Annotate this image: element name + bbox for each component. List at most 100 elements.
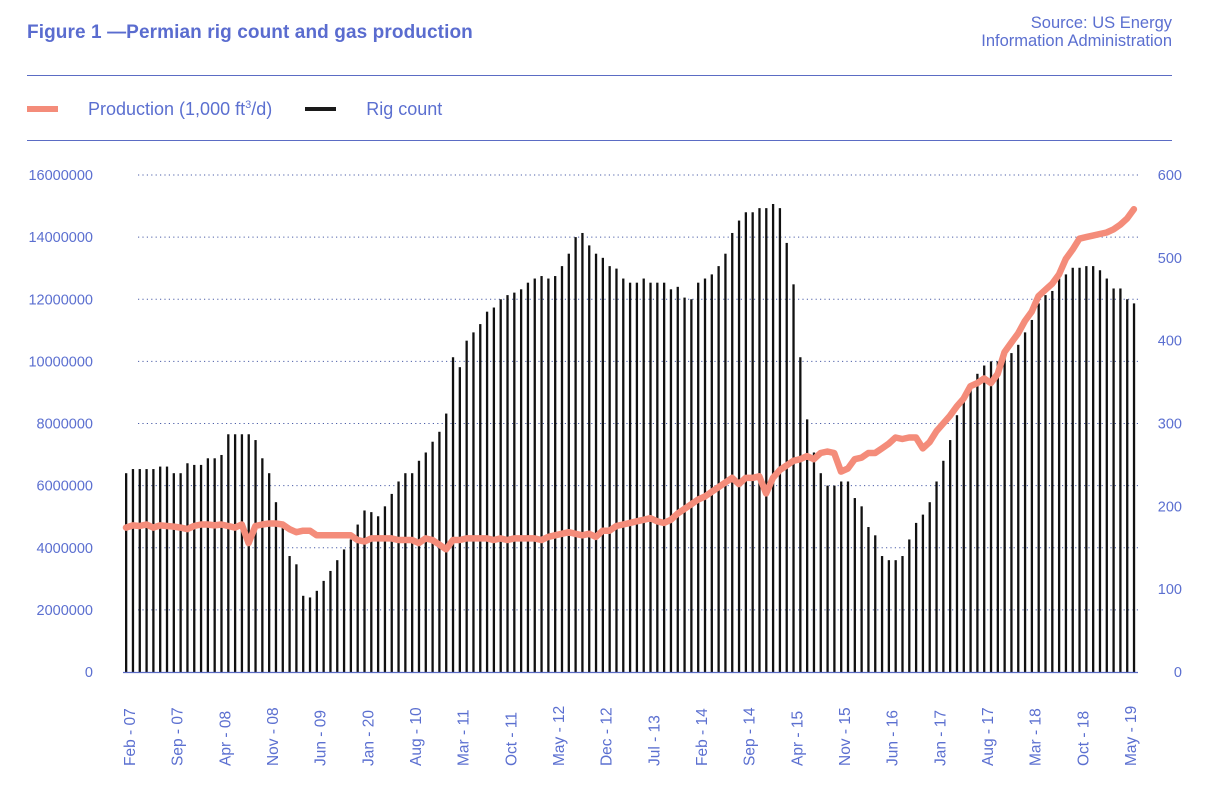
rig-count-bar xyxy=(683,297,686,672)
rig-count-bar xyxy=(315,590,318,672)
rig-count-bar xyxy=(1071,267,1074,672)
x-axis-tick-label: Nov - 15 xyxy=(837,707,854,766)
right-axis-tick-label: 500 xyxy=(1158,251,1182,267)
rig-count-bar xyxy=(1119,288,1122,672)
left-axis-tick-label: 0 xyxy=(85,665,93,681)
x-axis-tick-label: Mar - 11 xyxy=(456,709,473,766)
rig-count-bar xyxy=(771,203,775,672)
rig-count-bar xyxy=(840,481,843,672)
rig-count-bar xyxy=(131,469,135,672)
rig-count-bar xyxy=(1023,332,1027,672)
rig-count-bar xyxy=(908,539,911,672)
rig-count-bar xyxy=(635,282,639,672)
x-axis-tick-label: Jan - 20 xyxy=(360,710,377,766)
rig-count-bar xyxy=(758,208,761,672)
rig-count-bar xyxy=(690,299,693,672)
rig-count-bar xyxy=(1044,295,1047,672)
chart-legend: Production (1,000 ft3/d) Rig count xyxy=(27,97,475,121)
rig-count-bar xyxy=(833,485,836,672)
rig-count-bar xyxy=(233,434,237,672)
rig-count-bar xyxy=(983,365,986,672)
rig-count-bar xyxy=(451,357,455,672)
rig-count-bar xyxy=(996,361,999,672)
rig-count-bar xyxy=(172,473,175,672)
rig-count-bar xyxy=(1126,299,1129,672)
rig-count-bar xyxy=(656,282,659,672)
rig-count-bar xyxy=(445,413,448,672)
right-axis-tick-label: 200 xyxy=(1158,499,1182,515)
rig-count-bar xyxy=(213,458,216,672)
x-axis-tick-label: Jun - 16 xyxy=(885,710,902,766)
left-axis-tick-label: 2000000 xyxy=(37,603,93,619)
rig-count-bar xyxy=(458,367,461,672)
rig-count-bar xyxy=(1017,344,1020,672)
rig-count-bar xyxy=(914,522,918,672)
rig-count-bar xyxy=(969,386,972,672)
rig-count-bar xyxy=(404,473,407,672)
rig-count-bar xyxy=(145,469,148,672)
rig-count-bar xyxy=(928,502,931,672)
x-axis-tick-label: Apr - 08 xyxy=(217,711,234,766)
rig-count-bar xyxy=(308,597,312,672)
rig-count-bar xyxy=(962,398,965,672)
rig-count-bar xyxy=(669,289,673,672)
rig-count-bar xyxy=(1064,274,1068,672)
rig-count-bar xyxy=(526,282,530,672)
x-axis-tick-label: Jan - 17 xyxy=(932,710,949,766)
rig-count-bar xyxy=(220,454,223,672)
rig-count-bar xyxy=(295,564,298,672)
top-divider xyxy=(27,75,1172,76)
rig-count-bar xyxy=(370,512,373,672)
rig-count-bar xyxy=(329,570,332,672)
rig-count-bar xyxy=(417,460,421,672)
rig-count-bar xyxy=(724,253,727,673)
rig-count-bar xyxy=(1037,303,1040,672)
rig-count-bar xyxy=(588,245,591,673)
rig-count-bar xyxy=(615,268,618,672)
rig-count-bar xyxy=(560,266,564,672)
rig-count-bar xyxy=(547,278,550,672)
rig-count-bar xyxy=(1092,266,1095,672)
rig-count-bar xyxy=(860,506,863,672)
rig-count-bar xyxy=(227,434,230,672)
rig-count-bar xyxy=(594,253,598,673)
rig-count-bars xyxy=(125,203,1136,673)
x-axis-tick-label: Jun - 09 xyxy=(313,710,330,766)
x-axis-tick-label: Oct - 18 xyxy=(1075,711,1092,766)
left-axis-tick-label: 6000000 xyxy=(37,479,93,495)
rig-count-bar xyxy=(240,434,244,672)
rig-count-bar xyxy=(179,473,182,672)
rig-count-bar xyxy=(826,485,829,672)
rig-count-bar xyxy=(744,212,748,672)
x-axis-tick-label: Aug - 10 xyxy=(408,707,425,766)
rig-count-bar xyxy=(887,560,891,672)
production-swatch-icon xyxy=(27,106,58,112)
rig-count-bar xyxy=(302,595,305,672)
rig-count-bar xyxy=(1105,278,1108,672)
x-axis-tick-label: Feb - 14 xyxy=(694,708,711,766)
source-line-1: Source: US Energy xyxy=(1030,14,1172,32)
x-axis-ticks: Feb - 07 Sep - 07 Apr - 08 Nov - 08 Jun - 09… xyxy=(122,706,1140,766)
rig-count-bar xyxy=(1078,267,1081,672)
x-axis-tick-label: Sep - 14 xyxy=(742,707,759,766)
rig-count-bar xyxy=(159,466,162,672)
left-axis-tick-label: 14000000 xyxy=(28,230,93,246)
production-line xyxy=(122,205,1138,553)
rig-count-bar xyxy=(492,307,496,672)
rig-count-bar xyxy=(540,276,543,672)
rig-count-bar xyxy=(390,493,393,672)
source-note: Source: US Energy Information Administra… xyxy=(981,14,1172,50)
x-axis-tick-label: Oct - 11 xyxy=(503,712,520,766)
right-axis-tick-label: 0 xyxy=(1174,665,1182,681)
rig-count-bar xyxy=(383,506,387,672)
rig-count-bar xyxy=(894,560,897,672)
rig-count-bar xyxy=(880,556,884,672)
left-axis-tick-label: 10000000 xyxy=(28,354,93,370)
rig-count-bar xyxy=(642,278,645,672)
left-axis-ticks: 0 2000000 4000000 6000000 8000000 10000000 120… xyxy=(28,168,93,681)
rig-count-bar xyxy=(819,473,822,672)
rig-count-bar xyxy=(874,535,877,672)
rig-count-bar xyxy=(731,232,734,672)
rig-count-bar xyxy=(901,556,904,672)
